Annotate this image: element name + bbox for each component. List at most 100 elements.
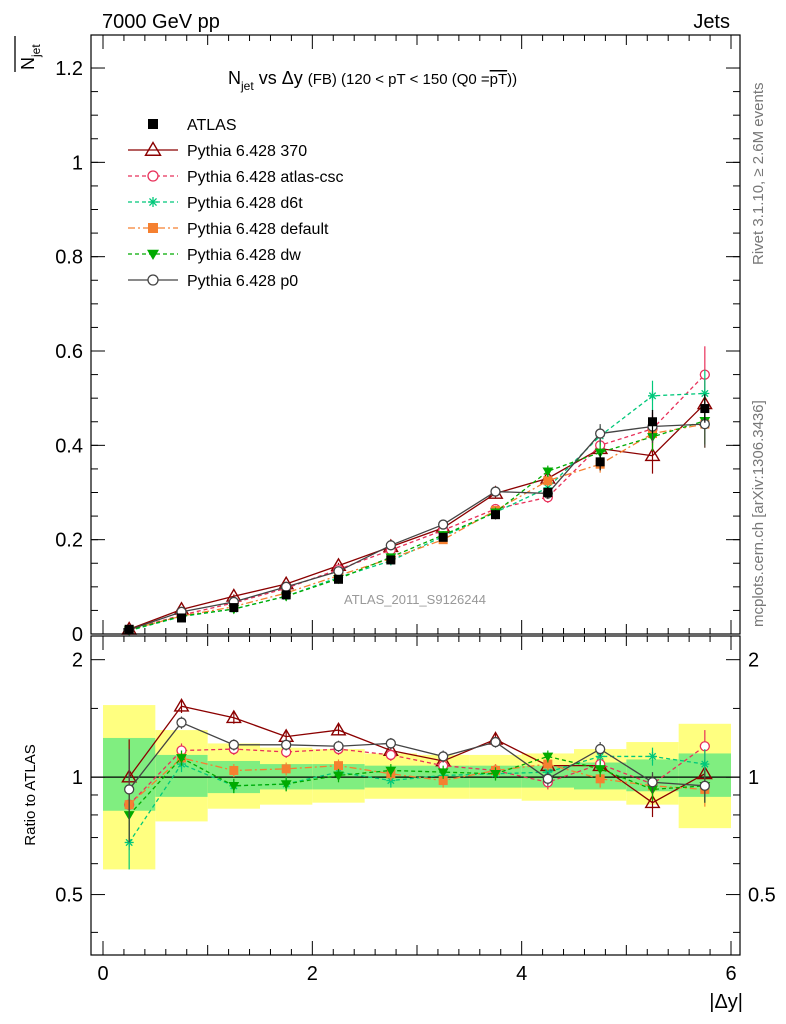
ratio-point: [176, 754, 187, 764]
ratio-point: [333, 771, 344, 781]
ratio-point: [647, 777, 658, 788]
y-tick-label: 0.2: [55, 530, 83, 552]
star-arm: [648, 392, 657, 400]
series-atlas: [124, 394, 710, 634]
ratio-point: [438, 751, 449, 762]
data-point: [490, 486, 501, 497]
series-line: [128, 403, 706, 630]
ratio-series-pythia-6-428-p0: [124, 716, 710, 843]
ratio-point: [542, 773, 553, 784]
series-line: [128, 374, 706, 631]
series-line: [128, 420, 706, 631]
ratio-point: [281, 739, 292, 750]
axes-frame: 0 0.2 0.4 0.6 0.8 1 1.2 0 2 4 6 0.5 0.5 1 1 2 2: [55, 34, 776, 985]
ratio-point: [594, 765, 606, 775]
data-point: [386, 555, 396, 565]
legend-marker: [147, 274, 159, 286]
y-tick-label: 1.2: [55, 58, 83, 80]
ratio-point: [542, 752, 554, 762]
legend-label: Pythia 6.428 dw: [187, 247, 301, 264]
data-point: [543, 476, 553, 486]
legend-marker: [148, 197, 158, 207]
main-plot-title: Njet vs Δy (FB) (120 < pT < 150 (Q0 =pT)…: [228, 68, 517, 93]
legend-entry: Pythia 6.428 default: [128, 221, 329, 238]
x-tick-label: 4: [516, 963, 527, 985]
ratio-y-tick-label-right: 2: [748, 650, 759, 672]
ratio-point: [124, 784, 135, 795]
ratio-line: [128, 721, 705, 790]
data-point: [543, 488, 553, 498]
ratio-point: [490, 769, 501, 780]
legend-marker: [148, 119, 158, 129]
ratio-point: [700, 759, 710, 769]
ratio-point: [595, 743, 606, 755]
legend-label: Pythia 6.428 default: [187, 221, 329, 238]
ratio-point: [644, 794, 661, 809]
ratio-point: [385, 749, 396, 761]
y-tick-label: 1: [72, 152, 83, 174]
x-axis-label: |Δy|: [709, 991, 743, 1013]
svg-text:Njet: Njet: [18, 44, 43, 70]
ratio-point: [333, 741, 344, 752]
legend: ATLAS Pythia 6.428 370 Pythia 6.428 atlas-…: [128, 117, 344, 290]
rivet-version-label: Rivet 3.1.10, ≥ 2.6M events: [750, 83, 767, 266]
header-energy-label: 7000 GeV pp: [102, 11, 220, 33]
legend-entry: Pythia 6.428 p0: [128, 273, 298, 290]
ratio-point: [385, 738, 396, 749]
data-point: [648, 391, 657, 401]
ratio-line: [128, 755, 705, 816]
data-point: [491, 510, 500, 520]
x-tick-label: 6: [725, 963, 736, 985]
ratio-point: [699, 780, 710, 791]
data-point: [644, 447, 661, 462]
y-tick-label: 0.8: [55, 247, 83, 269]
legend-marker: [147, 249, 159, 260]
ratio-point: [543, 759, 553, 769]
legend-label: ATLAS: [187, 117, 237, 134]
main-y-axis-label: Njet: [14, 36, 43, 72]
ratio-point: [280, 780, 292, 790]
series-line: [128, 423, 705, 631]
ratio-line: [128, 757, 705, 806]
x-tick-label: 2: [307, 963, 318, 985]
legend-label: Pythia 6.428 370: [187, 143, 307, 160]
legend-marker: [148, 223, 158, 233]
legend-label: Pythia 6.428 p0: [187, 273, 298, 290]
main-frame: [90, 34, 741, 635]
ratio-point: [490, 736, 501, 748]
ratio-point: [595, 774, 605, 784]
ratio-point: [648, 751, 657, 761]
ratio-point: [437, 768, 449, 778]
ratio-uncertainty-bands: [91, 705, 740, 870]
star-arm: [701, 389, 709, 398]
legend-label: Pythia 6.428 atlas-csc: [187, 169, 344, 186]
ratio-point: [225, 709, 242, 724]
y-tick-label: 0.6: [55, 341, 83, 363]
data-point: [595, 428, 606, 439]
ratio-y-tick-label: 2: [72, 650, 83, 672]
ratio-point: [281, 764, 291, 774]
ratio-point: [173, 698, 190, 712]
data-point: [333, 566, 344, 577]
star-arm: [149, 198, 157, 206]
mcplots-label: mcplots.cern.ch [arXiv:1306.3436]: [750, 400, 767, 627]
ratio-line: [128, 705, 706, 804]
data-point: [700, 404, 710, 414]
main-series-marks: [121, 346, 713, 636]
data-point: [595, 457, 605, 467]
ratio-line: [128, 745, 706, 806]
ratio-point: [334, 761, 343, 771]
legend-label: Pythia 6.428 d6t: [187, 195, 303, 212]
star-arm: [701, 760, 709, 768]
legend-marker: [147, 170, 159, 182]
data-point: [594, 448, 606, 458]
data-point: [229, 603, 239, 613]
legend-entry: Pythia 6.428 370: [128, 141, 307, 160]
data-point: [438, 519, 449, 530]
ratio-y-axis-label: Ratio to ATLAS: [22, 744, 39, 845]
data-point: [438, 532, 448, 542]
ratio-point: [228, 782, 240, 792]
ratio-frame: [90, 635, 741, 956]
star-arm: [648, 752, 657, 761]
y-tick-label: 0.4: [55, 435, 83, 457]
